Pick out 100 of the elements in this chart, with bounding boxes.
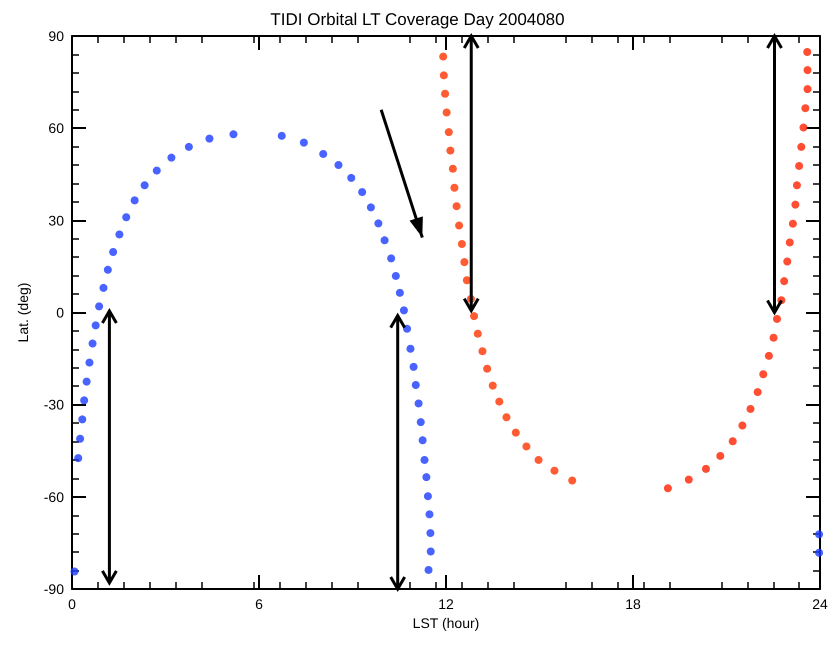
point — [396, 288, 404, 297]
point — [366, 203, 375, 212]
point — [76, 434, 84, 443]
point — [205, 134, 214, 143]
point — [804, 85, 812, 94]
point — [815, 548, 824, 557]
point — [488, 382, 497, 390]
point — [424, 492, 432, 500]
point — [115, 230, 124, 238]
point — [439, 52, 448, 61]
y-tick-label: 0 — [56, 304, 64, 320]
point — [319, 150, 328, 158]
point — [458, 240, 466, 248]
point — [347, 174, 356, 182]
point — [791, 200, 800, 209]
y-tick-label: -60 — [44, 488, 64, 505]
point — [424, 566, 433, 574]
point — [502, 413, 510, 422]
point — [512, 428, 520, 437]
x-tick-label: 24 — [812, 596, 828, 612]
point — [801, 104, 810, 112]
point — [788, 220, 797, 228]
point — [425, 510, 434, 518]
point — [483, 364, 492, 373]
point — [74, 454, 82, 462]
point — [786, 238, 794, 246]
point — [702, 464, 710, 473]
point — [474, 330, 482, 338]
point — [773, 314, 781, 323]
point — [444, 128, 453, 136]
point — [441, 90, 450, 98]
point — [522, 442, 530, 450]
point — [455, 222, 464, 230]
chart-title: TIDI Orbital LT Coverage Day 2004080 — [270, 10, 565, 29]
point — [80, 396, 88, 404]
point — [783, 258, 792, 266]
point — [450, 184, 458, 192]
point — [334, 161, 342, 170]
x-tick-label: 0 — [68, 596, 76, 612]
point — [229, 130, 238, 138]
point — [400, 306, 408, 314]
point — [426, 529, 434, 538]
point — [92, 321, 100, 330]
point — [664, 484, 672, 492]
point — [716, 452, 724, 460]
point — [78, 415, 86, 424]
point — [184, 142, 193, 151]
point — [420, 456, 428, 464]
point — [416, 418, 425, 426]
point — [82, 378, 91, 386]
y-axis-title: Lat. (deg) — [15, 282, 31, 342]
x-tick-label: 6 — [255, 596, 264, 612]
point — [780, 277, 788, 286]
point — [568, 476, 576, 485]
point — [738, 422, 746, 430]
point — [452, 202, 461, 210]
point — [392, 272, 400, 280]
x-tick-label: 18 — [625, 596, 641, 612]
point — [478, 347, 486, 356]
point — [764, 352, 773, 360]
point — [300, 138, 308, 147]
point — [99, 284, 108, 292]
point — [815, 530, 824, 538]
point — [495, 398, 504, 406]
point — [799, 124, 808, 132]
point — [414, 399, 423, 408]
y-tick-label: 30 — [48, 212, 64, 228]
point — [754, 388, 762, 396]
point — [442, 108, 451, 116]
point — [422, 473, 430, 482]
y-tick-label: 90 — [48, 28, 64, 44]
point — [550, 466, 558, 475]
point — [358, 188, 366, 196]
point — [460, 258, 468, 266]
point — [797, 142, 806, 151]
point — [440, 71, 448, 80]
point — [410, 362, 418, 371]
point — [804, 66, 812, 74]
y-tick-label: -90 — [44, 581, 64, 597]
y-tick-label: 60 — [48, 120, 64, 136]
point — [406, 344, 414, 353]
point — [446, 146, 454, 155]
point — [85, 358, 94, 367]
point — [418, 436, 427, 444]
point — [426, 548, 435, 556]
y-tick-label: -30 — [44, 396, 64, 413]
point — [140, 181, 149, 190]
point — [770, 334, 778, 342]
point — [403, 324, 412, 333]
point — [130, 196, 139, 204]
point — [792, 181, 801, 190]
point — [70, 567, 78, 576]
point — [470, 312, 478, 320]
point — [278, 132, 286, 140]
point — [387, 254, 396, 262]
x-tick-label: 12 — [438, 596, 454, 612]
point — [746, 404, 754, 413]
point — [95, 302, 104, 310]
point — [728, 437, 737, 446]
point — [380, 236, 389, 244]
